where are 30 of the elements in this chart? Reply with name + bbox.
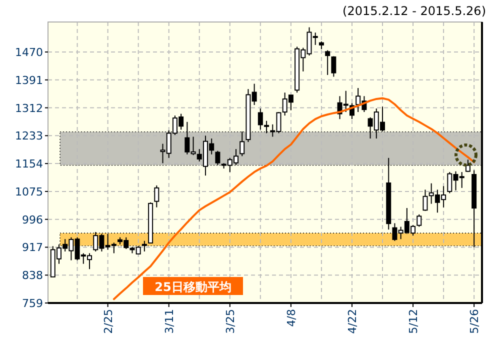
- x-tick-label: 5/12: [407, 309, 420, 334]
- x-tick-label: 3/25: [224, 309, 237, 334]
- y-tick-label: 1233: [15, 130, 43, 143]
- candlestick: [154, 184, 160, 208]
- candlestick: [325, 50, 330, 76]
- candlestick: [142, 240, 147, 252]
- candlestick: [465, 159, 470, 173]
- y-tick-label: 759: [22, 297, 43, 310]
- candlestick: [331, 56, 336, 78]
- y-tick-label: 1312: [15, 102, 43, 115]
- y-tick-label: 838: [22, 269, 43, 282]
- x-tick-label: 4/22: [346, 309, 359, 334]
- chart-title: (2015.2.12 - 2015.5.26): [342, 4, 486, 18]
- y-tick-label: 1154: [15, 158, 43, 171]
- candlestick: [416, 214, 422, 228]
- candlestick: [422, 189, 428, 212]
- candlestick: [215, 150, 220, 166]
- y-tick-label: 1391: [15, 74, 43, 87]
- x-tick-label: 2/25: [102, 309, 115, 334]
- y-tick-label: 917: [22, 241, 43, 254]
- y-tick-label: 1075: [15, 185, 43, 198]
- candlestick: [240, 130, 245, 157]
- x-tick-label: 3/11: [162, 309, 176, 334]
- y-tick-label: 996: [22, 213, 43, 226]
- candlestick: [264, 120, 270, 134]
- candlestick: [258, 108, 263, 130]
- x-tick-label: 4/8: [284, 309, 298, 327]
- y-tick-label: 1470: [15, 46, 43, 60]
- series-label: 25日移動平均: [154, 280, 232, 294]
- x-tick-label: 5/26: [468, 309, 482, 334]
